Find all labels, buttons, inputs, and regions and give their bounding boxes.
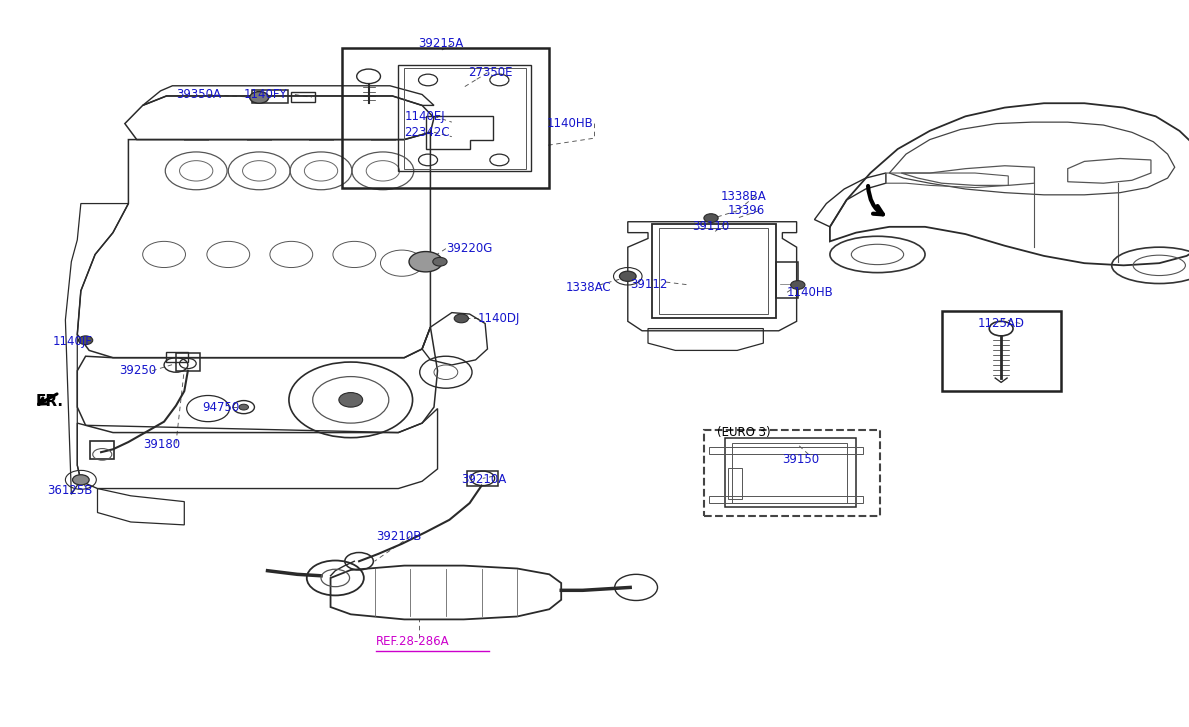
Bar [732, 443, 847, 503]
Bar [467, 471, 498, 486]
Circle shape [454, 314, 468, 323]
Bar [704, 430, 880, 516]
Text: 1140FY: 1140FY [244, 88, 288, 101]
Text: 27350E: 27350E [468, 66, 512, 79]
Bar [652, 224, 776, 318]
Circle shape [339, 393, 363, 407]
Text: 1140DJ: 1140DJ [478, 312, 521, 325]
Circle shape [791, 281, 805, 289]
Text: 39210B: 39210B [376, 530, 421, 543]
Bar [728, 468, 742, 499]
Text: 39180: 39180 [143, 438, 180, 451]
Text: 1338BA: 1338BA [721, 190, 766, 203]
Bar [942, 311, 1061, 391]
Circle shape [433, 257, 447, 266]
Bar [291, 92, 315, 102]
Bar [252, 90, 288, 103]
Circle shape [619, 271, 636, 281]
Text: 1125AD: 1125AD [977, 317, 1025, 330]
Text: 36125B: 36125B [48, 484, 93, 497]
Text: 39220G: 39220G [446, 242, 492, 255]
Bar [659, 228, 768, 314]
Text: REF.28-286A: REF.28-286A [376, 635, 449, 648]
Text: FR.: FR. [36, 394, 64, 409]
Text: 39210A: 39210A [461, 473, 507, 486]
Text: 1140HB: 1140HB [787, 286, 833, 299]
Bar [342, 48, 549, 188]
Bar [166, 352, 188, 362]
Bar [176, 353, 200, 371]
Text: 39112: 39112 [630, 278, 667, 292]
Bar [709, 496, 863, 503]
Circle shape [73, 475, 89, 485]
Circle shape [409, 252, 442, 272]
Text: 94750: 94750 [202, 401, 239, 414]
Bar [404, 68, 526, 169]
Circle shape [250, 92, 269, 103]
Bar [776, 262, 798, 298]
Circle shape [78, 336, 93, 345]
Text: 39250: 39250 [119, 364, 156, 377]
Text: (EURO 3): (EURO 3) [717, 426, 770, 439]
Text: 39150: 39150 [782, 453, 819, 466]
Text: 1140JF: 1140JF [52, 335, 93, 348]
Text: 1140HB: 1140HB [547, 117, 593, 130]
Text: 13396: 13396 [728, 204, 765, 217]
Bar [709, 447, 863, 454]
Text: 22342C: 22342C [404, 126, 449, 139]
Bar [725, 438, 856, 507]
Text: 1140EJ: 1140EJ [404, 110, 445, 123]
Text: 39350A: 39350A [176, 88, 221, 101]
Text: 39110: 39110 [692, 220, 729, 233]
Text: 39215A: 39215A [419, 37, 464, 50]
Circle shape [239, 404, 249, 410]
Bar [90, 441, 114, 459]
Circle shape [704, 214, 718, 222]
Text: 1338AC: 1338AC [566, 281, 611, 294]
Bar [398, 65, 531, 171]
